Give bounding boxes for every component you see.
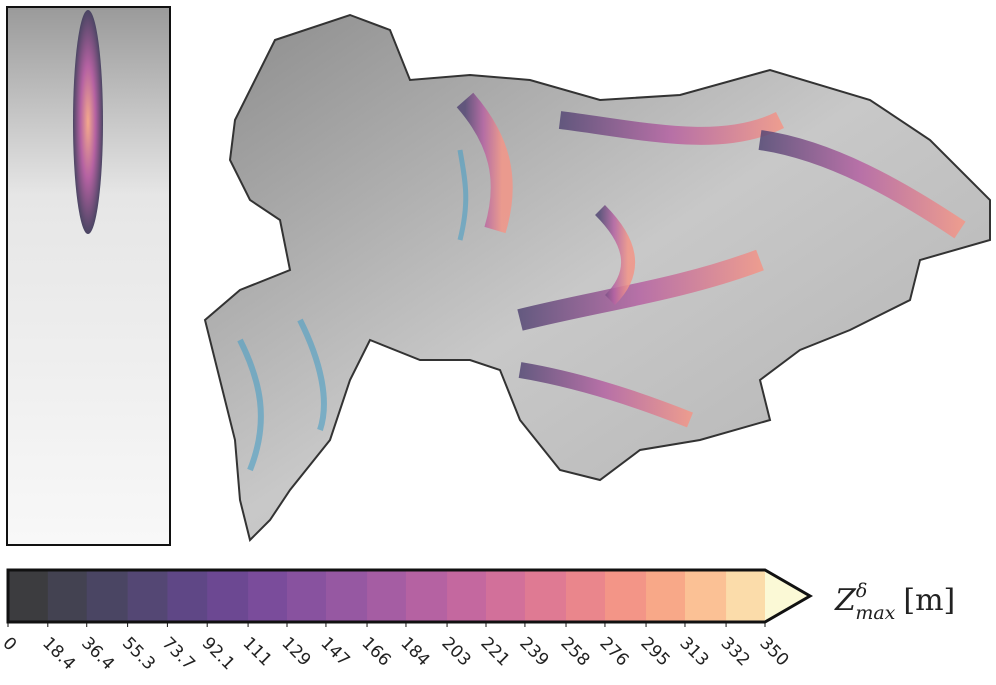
colorbar-label: Zδ max [m] <box>834 580 955 624</box>
colorbar-segment <box>726 570 766 622</box>
colorbar-segment <box>485 570 526 622</box>
colorbar-segment <box>325 570 368 622</box>
tick-label: 203 <box>438 633 475 670</box>
tick-label: 221 <box>476 633 513 670</box>
label-symbol: Z <box>834 583 857 618</box>
colorbar-segment <box>405 570 448 622</box>
colorbar-segment <box>207 570 249 622</box>
terrain-map <box>203 13 991 542</box>
colorbar-segment <box>646 570 686 622</box>
tick-label: 111 <box>239 633 276 670</box>
tick-label: 350 <box>755 633 792 670</box>
colorbar-outline <box>6 568 813 624</box>
colorbar-segment <box>8 570 49 622</box>
colorbar-segment <box>287 570 327 622</box>
tick-label: 166 <box>357 633 394 670</box>
tick-label: 92.1 <box>198 633 239 674</box>
tick-label: 147 <box>316 633 353 670</box>
tick-label: 73.7 <box>158 633 199 674</box>
tick-label: 55.3 <box>118 633 159 674</box>
tick-label: 239 <box>515 633 552 670</box>
tick-label: 184 <box>396 633 433 670</box>
tick-label: 295 <box>637 633 674 670</box>
tick-label: 332 <box>717 633 754 670</box>
tick-label: 36.4 <box>77 633 118 674</box>
colorbar-segment <box>524 570 567 622</box>
colorbar: 0 18.436.4 55.373.792.1 111 129 147 166 184 203 2… <box>0 568 813 674</box>
label-subscript: max <box>855 602 895 624</box>
colorbar-segment <box>47 570 88 622</box>
tick-label: 129 <box>277 633 314 670</box>
colorbar-segment <box>167 570 208 622</box>
tick-label: 18.4 <box>38 633 79 674</box>
tick-label: 258 <box>556 633 593 670</box>
label-superscript: δ <box>856 580 867 602</box>
tick-label: 276 <box>595 633 632 670</box>
colorbar-segment <box>447 570 487 622</box>
colorbar-extension <box>765 570 810 622</box>
tick-label: 0 <box>0 633 20 655</box>
tick-label: 313 <box>675 633 712 670</box>
inset-panel <box>6 6 171 546</box>
colorbar-segment <box>566 570 606 622</box>
colorbar-segment <box>684 570 727 622</box>
colorbar-segment <box>86 570 129 622</box>
colorbar-segment <box>367 570 407 622</box>
colorbar-segment <box>248 570 288 622</box>
colorbar-segment <box>127 570 168 622</box>
colorbar-segment <box>604 570 647 622</box>
label-unit: [m] <box>903 583 955 618</box>
